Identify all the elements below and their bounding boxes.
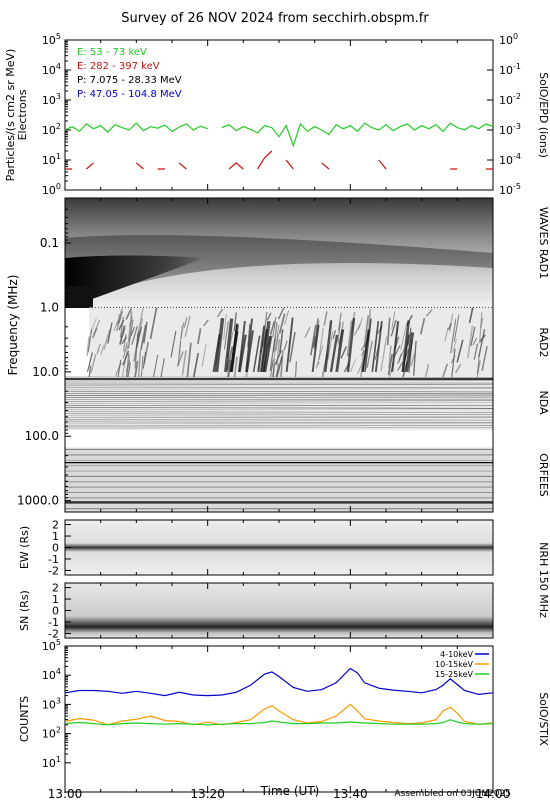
nrh-ew-ylabel: EW (Rs) (18, 526, 31, 569)
epd-left-tick-label: 104 (42, 62, 61, 77)
stix-legend-label: 10-15keV (435, 660, 474, 669)
epd-legend-entry: P: 47.05 - 104.8 MeV (77, 89, 182, 100)
nrh-ew-tick-label: -2 (48, 564, 59, 577)
assembled-footer: Assembled on 03JUN2025 (394, 789, 511, 799)
stix-right-label: SolO/STIX (537, 692, 550, 746)
epd-left-tick-label: 101 (42, 152, 61, 167)
stix-tick-label: 102 (42, 726, 61, 741)
nrh-right-label: NRH 150 MHz (537, 542, 550, 618)
nrh-sn-panel (65, 583, 493, 638)
stix-panel-frame (65, 646, 493, 792)
epd-legend-entry: E: 282 - 397 keV (77, 61, 160, 72)
rad2-spectrogram (89, 307, 493, 377)
frequency-tick-label: 1000.0 (17, 494, 59, 508)
stix-ylabel: COUNTS (18, 696, 31, 742)
time-tick-label: 13:00 (48, 787, 83, 800)
epd-right-tick-label: 10-1 (499, 62, 521, 77)
nrh-sn-ylabel: SN (Rs) (18, 590, 31, 631)
nrh-ew-panel (65, 520, 493, 575)
nda-orfees-gap (65, 430, 493, 448)
rad1-low-freq-black (65, 286, 93, 308)
stix-legend-label: 15-25keV (435, 670, 474, 679)
epd-left-tick-label: 105 (42, 32, 61, 47)
frequency-tick-label: 1.0 (40, 300, 59, 314)
frequency-ylabel: Frequency (MHz) (6, 275, 20, 376)
epd-right-tick-label: 10-4 (499, 152, 521, 167)
epd-right-tick-label: 10-3 (499, 122, 521, 137)
frequency-tick-label: 100.0 (25, 429, 59, 443)
stix-tick-label: 105 (42, 638, 61, 653)
epd-right-tick-label: 100 (499, 32, 518, 47)
epd-left-tick-label: 103 (42, 92, 61, 107)
epd-right-tick-label: 10-2 (499, 92, 521, 107)
epd-left-tick-label: 102 (42, 122, 61, 137)
stix-legend-label: 4-10keV (440, 650, 473, 659)
stix-tick-label: 103 (42, 696, 61, 711)
instrument-label: RAD2 (537, 327, 550, 357)
time-tick-label: 13:20 (190, 787, 225, 800)
epd-ylabel-sub: Electrons (16, 89, 29, 140)
epd-legend-entry: E: 53 - 73 keV (77, 47, 147, 58)
rad2-burst-streak (87, 336, 89, 356)
time-tick-label: 13:40 (333, 787, 368, 800)
page-title: Survey of 26 NOV 2024 from secchirh.obsp… (121, 11, 429, 26)
epd-legend-entry: P: 7.075 - 28.33 MeV (77, 75, 182, 86)
stix-tick-label: 101 (42, 755, 61, 770)
stix-tick-label: 104 (42, 667, 61, 682)
instrument-label: ORFEES (537, 453, 550, 497)
instrument-label: WAVES RAD1 (537, 207, 550, 279)
time-axis-label: Time (UT) (260, 784, 320, 798)
frequency-tick-label: 10.0 (32, 365, 59, 379)
epd-left-tick-label: 100 (42, 182, 61, 197)
frequency-tick-label: 0.1 (40, 236, 59, 250)
instrument-label: NDA (537, 391, 550, 416)
epd-right-tick-label: 10-5 (499, 182, 521, 197)
epd-right-label: SolO/EPD (ions) (537, 72, 550, 158)
